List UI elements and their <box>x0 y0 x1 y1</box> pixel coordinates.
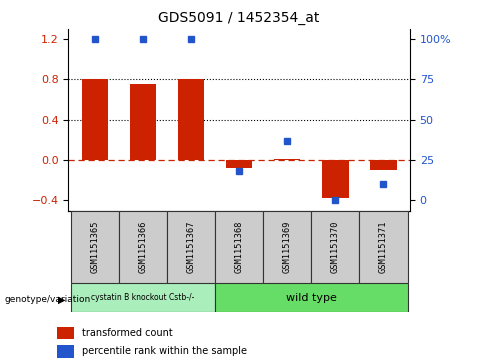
Title: GDS5091 / 1452354_at: GDS5091 / 1452354_at <box>159 11 320 25</box>
Text: wild type: wild type <box>286 293 337 303</box>
Bar <box>215 211 263 283</box>
Text: percentile rank within the sample: percentile rank within the sample <box>82 346 247 356</box>
Bar <box>359 211 407 283</box>
Text: GSM1151367: GSM1151367 <box>186 221 196 273</box>
Text: GSM1151369: GSM1151369 <box>283 221 292 273</box>
Text: GSM1151365: GSM1151365 <box>90 221 99 273</box>
Bar <box>167 211 215 283</box>
Bar <box>263 211 311 283</box>
Bar <box>130 85 156 160</box>
Bar <box>119 211 167 283</box>
Bar <box>274 159 301 160</box>
Text: ▶: ▶ <box>59 294 66 305</box>
Bar <box>311 211 359 283</box>
Bar <box>226 160 252 168</box>
Bar <box>81 79 108 160</box>
Bar <box>71 283 215 312</box>
Text: GSM1151370: GSM1151370 <box>331 221 340 273</box>
Text: GSM1151368: GSM1151368 <box>235 221 244 273</box>
Text: genotype/variation: genotype/variation <box>5 295 91 304</box>
Bar <box>57 345 74 358</box>
Text: GSM1151366: GSM1151366 <box>139 221 147 273</box>
Text: transformed count: transformed count <box>82 328 173 338</box>
Bar <box>322 160 348 199</box>
Bar <box>71 211 119 283</box>
Bar <box>215 283 407 312</box>
Text: GSM1151371: GSM1151371 <box>379 221 388 273</box>
Text: cystatin B knockout Cstb-/-: cystatin B knockout Cstb-/- <box>91 293 195 302</box>
Bar <box>178 79 204 160</box>
Bar <box>57 327 74 339</box>
Bar <box>370 160 397 170</box>
